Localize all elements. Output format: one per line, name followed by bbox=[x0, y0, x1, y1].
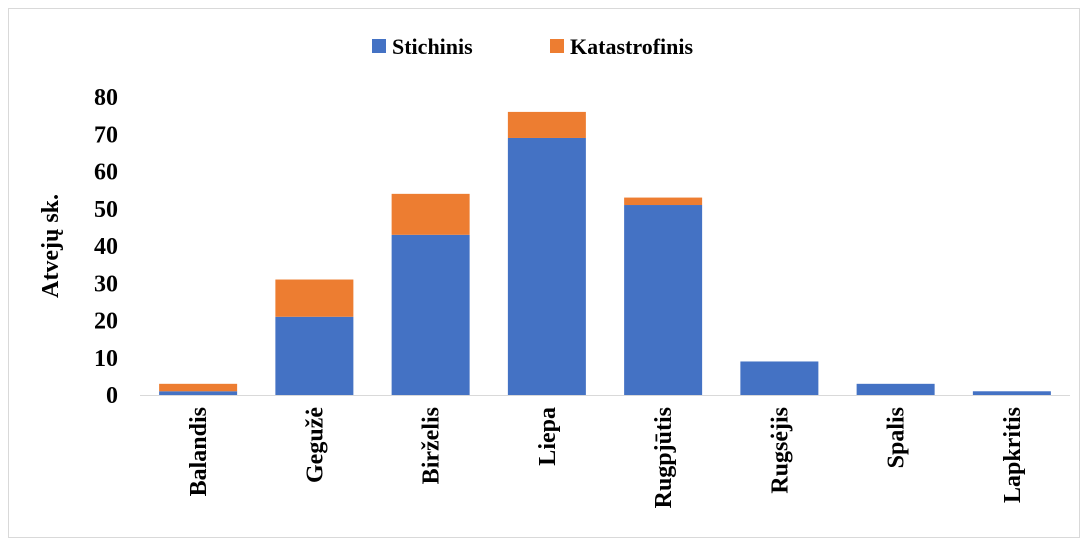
bar-stichinis-balandis bbox=[159, 391, 238, 395]
x-tick-label-rugsejis: Rugsėjis bbox=[767, 407, 793, 494]
x-tick-label-birzelis: Birželis bbox=[419, 407, 445, 484]
x-tick-label-spalis: Spalis bbox=[884, 407, 910, 468]
x-tick-label-geguze: Gegužė bbox=[302, 407, 328, 483]
legend-swatch-katastrofinis bbox=[550, 39, 564, 53]
y-tick-label: 20 bbox=[94, 309, 118, 335]
y-tick-label: 50 bbox=[94, 197, 118, 223]
bar-stichinis-spalis bbox=[856, 383, 935, 395]
bar-stichinis-geguze bbox=[275, 316, 354, 395]
y-axis-ticks: 0 10 20 30 40 50 60 70 80 bbox=[94, 85, 118, 409]
legend-swatch-stichinis bbox=[372, 39, 386, 53]
bar-stichinis-liepa bbox=[507, 137, 586, 395]
bar-stichinis-rugpjutis bbox=[624, 205, 703, 395]
bar-stichinis-lapkritis bbox=[972, 391, 1051, 395]
legend: Stichinis Katastrofinis bbox=[372, 34, 693, 59]
x-tick-label-liepa: Liepa bbox=[535, 407, 561, 466]
bar-katastrofinis-liepa bbox=[507, 111, 586, 138]
bar-katastrofinis-birzelis bbox=[391, 193, 470, 235]
y-tick-label: 30 bbox=[94, 271, 118, 297]
bar-katastrofinis-geguze bbox=[275, 279, 354, 317]
x-tick-label-lapkritis: Lapkritis bbox=[1000, 407, 1026, 503]
y-tick-label: 40 bbox=[94, 234, 118, 260]
bar-katastrofinis-balandis bbox=[159, 383, 238, 392]
y-axis-label: Atvejų sk. bbox=[38, 194, 64, 298]
y-tick-label: 60 bbox=[94, 160, 118, 186]
legend-label-stichinis: Stichinis bbox=[392, 34, 473, 59]
y-tick-label: 70 bbox=[94, 122, 118, 148]
bar-stichinis-birzelis bbox=[391, 234, 470, 395]
bars bbox=[159, 111, 1051, 395]
y-tick-label: 80 bbox=[94, 85, 118, 111]
y-tick-label: 0 bbox=[106, 383, 118, 409]
legend-label-katastrofinis: Katastrofinis bbox=[570, 34, 693, 59]
bar-stichinis-rugsejis bbox=[740, 361, 819, 395]
x-tick-label-rugpjutis: Rugpjūtis bbox=[651, 407, 677, 508]
y-tick-label: 10 bbox=[94, 346, 118, 372]
x-axis-ticks: Balandis Gegužė Birželis Liepa Rugpjūtis Rugs… bbox=[186, 407, 1026, 509]
x-tick-label-balandis: Balandis bbox=[186, 407, 212, 496]
bar-katastrofinis-rugpjutis bbox=[624, 197, 703, 206]
